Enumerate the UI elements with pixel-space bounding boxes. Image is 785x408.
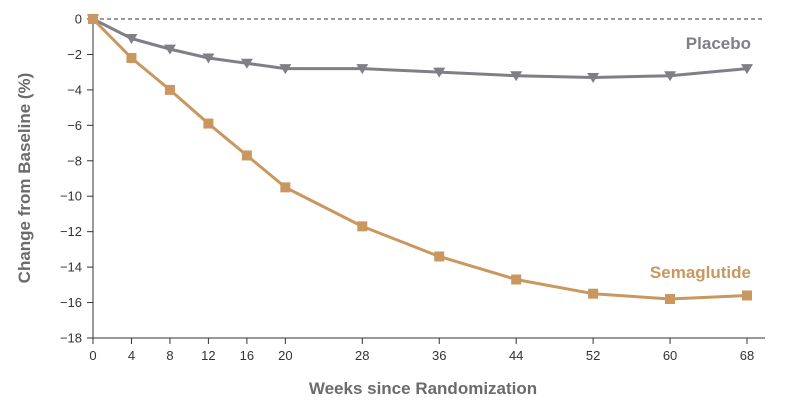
data-point-semaglutide xyxy=(357,221,368,232)
data-point-placebo xyxy=(125,33,138,44)
data-point-semaglutide xyxy=(164,84,175,95)
data-point-semaglutide xyxy=(434,251,445,262)
data-point-placebo xyxy=(587,72,600,83)
data-point-placebo xyxy=(240,58,253,69)
series-label-semaglutide: Semaglutide xyxy=(650,263,751,282)
x-tick-label: 36 xyxy=(432,348,446,363)
plot-area: 0 −2 −4 −6 −8 −10 −12 −14 −16 −18 0 4 8 12 16 20 28 36 44… xyxy=(60,12,765,363)
data-point-placebo xyxy=(279,64,292,75)
data-point-semaglutide xyxy=(742,290,752,301)
data-point-semaglutide xyxy=(665,294,676,305)
data-point-placebo xyxy=(664,71,677,82)
data-point-semaglutide xyxy=(241,150,252,161)
x-axis-title: Weeks since Randomization xyxy=(309,379,537,398)
x-tick-label: 44 xyxy=(509,348,523,363)
data-point-semaglutide xyxy=(511,274,522,285)
data-point-semaglutide xyxy=(88,14,98,24)
x-tick-label: 52 xyxy=(586,348,600,363)
data-point-semaglutide xyxy=(588,288,599,299)
x-tick-label: 20 xyxy=(278,348,292,363)
y-tick-label: −18 xyxy=(60,331,82,346)
x-tick-label: 68 xyxy=(740,348,754,363)
data-point-placebo xyxy=(356,64,369,75)
series-line-semaglutide xyxy=(91,17,748,301)
y-tick-label: −6 xyxy=(67,118,82,133)
x-tick-label: 0 xyxy=(89,348,96,363)
y-tick-label: 0 xyxy=(75,12,82,27)
x-tick-label: 60 xyxy=(663,348,677,363)
data-point-semaglutide xyxy=(203,118,214,129)
y-tick-label: −2 xyxy=(67,47,82,62)
data-point-semaglutide xyxy=(280,182,291,193)
y-tick-label: −12 xyxy=(60,224,82,239)
y-tick-label: −16 xyxy=(60,295,82,310)
data-point-placebo xyxy=(202,53,215,64)
data-point-placebo xyxy=(163,44,176,55)
x-tick-label: 16 xyxy=(240,348,254,363)
series-label-placebo: Placebo xyxy=(686,34,751,53)
data-point-semaglutide xyxy=(126,52,137,63)
x-axis-ticks: 0 4 8 12 16 20 28 36 44 52 60 68 xyxy=(89,338,754,363)
series-line-placebo xyxy=(92,17,748,79)
y-axis-title: Change from Baseline (%) xyxy=(15,73,34,284)
y-tick-label: −10 xyxy=(60,189,82,204)
x-tick-label: 4 xyxy=(128,348,135,363)
data-point-placebo xyxy=(510,71,523,82)
x-tick-label: 28 xyxy=(355,348,369,363)
x-tick-label: 12 xyxy=(201,348,215,363)
y-tick-label: −14 xyxy=(60,260,82,275)
data-point-placebo xyxy=(433,67,446,78)
series-layer xyxy=(87,14,753,305)
y-axis-ticks: 0 −2 −4 −6 −8 −10 −12 −14 −16 −18 xyxy=(60,12,93,346)
y-tick-label: −4 xyxy=(67,82,82,97)
data-point-placebo xyxy=(741,64,753,75)
y-tick-label: −8 xyxy=(67,153,82,168)
x-tick-label: 8 xyxy=(166,348,173,363)
